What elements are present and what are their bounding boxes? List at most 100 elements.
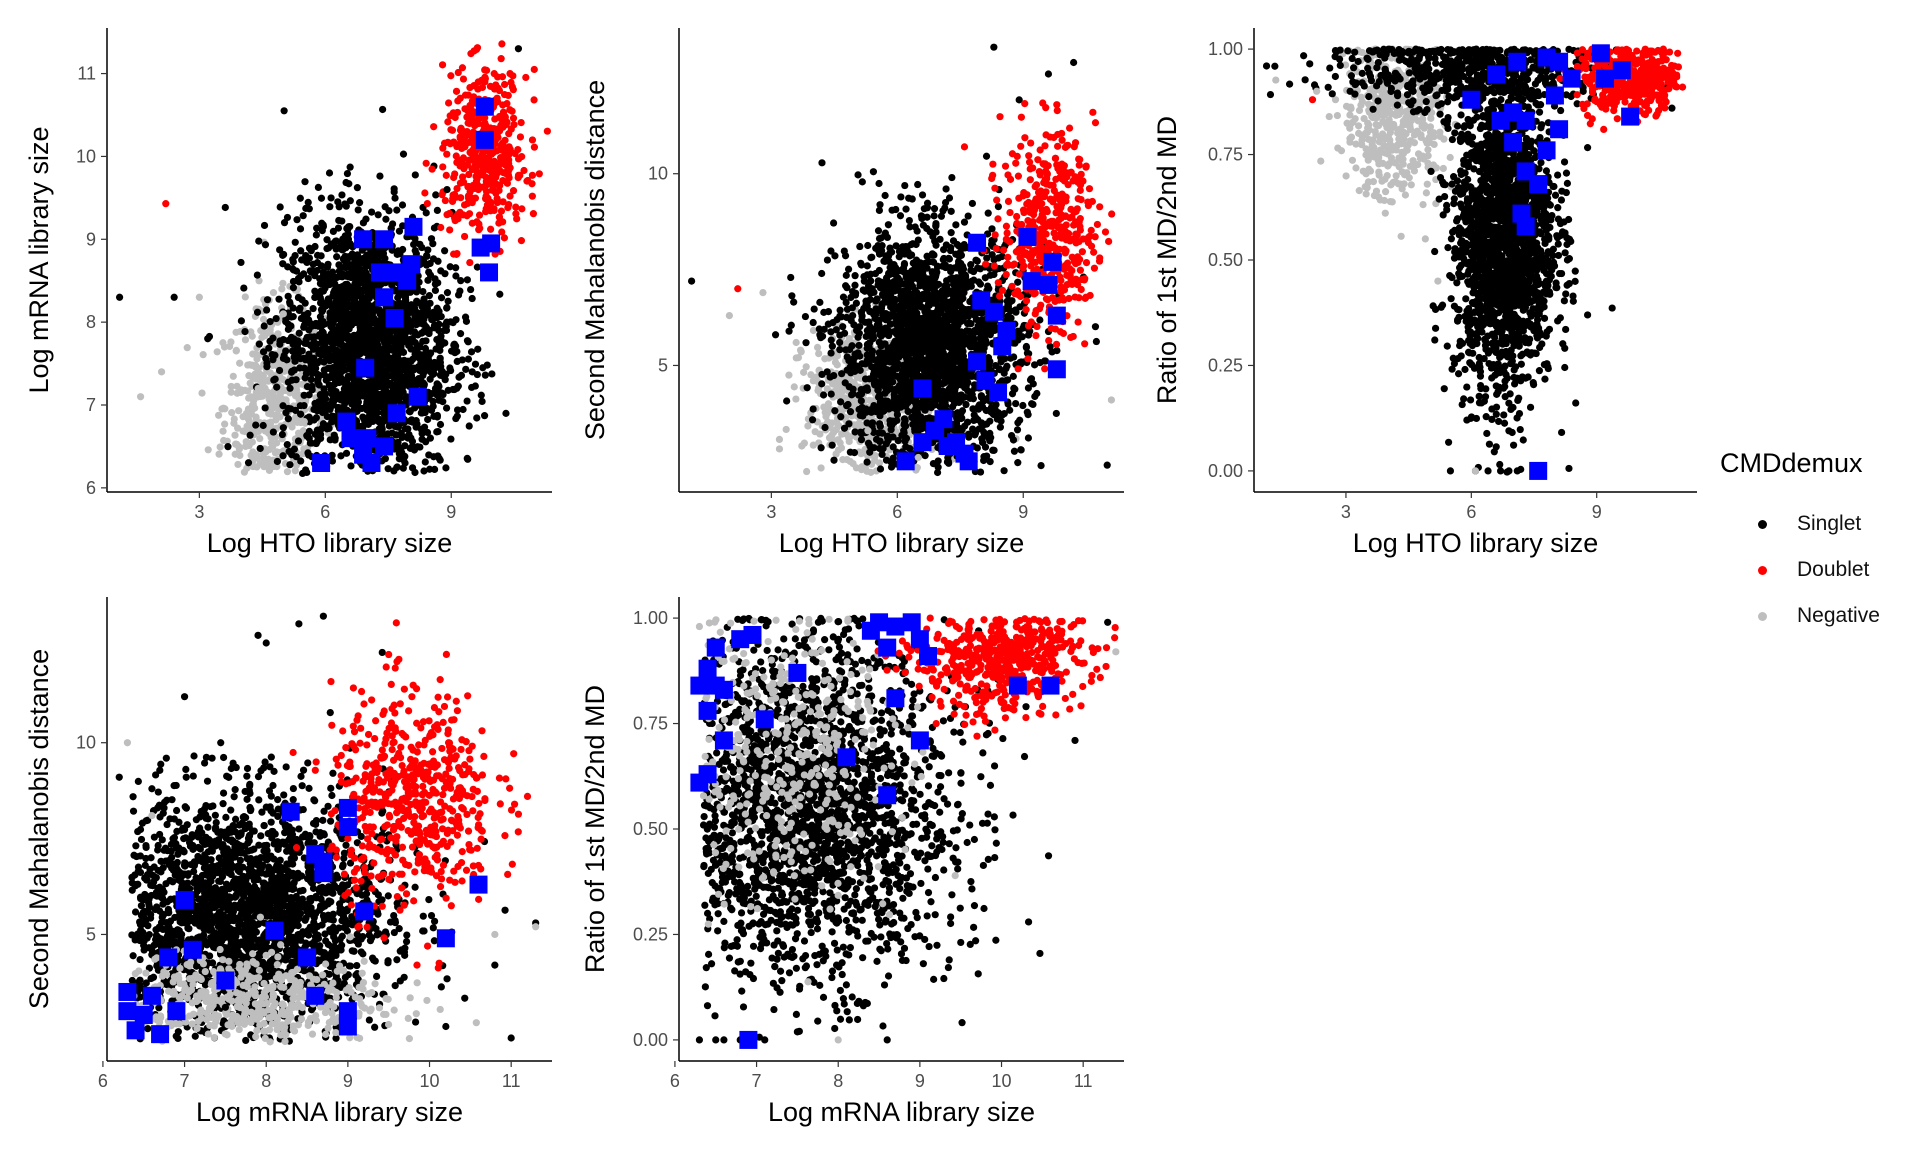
point-negative <box>803 467 811 476</box>
point-doublet <box>514 145 522 154</box>
point-singlet <box>333 297 341 305</box>
point-negative <box>215 411 223 419</box>
point-negative <box>227 382 235 391</box>
point-singlet <box>293 216 301 224</box>
point-singlet <box>453 357 461 366</box>
point-singlet <box>335 267 343 275</box>
point-negative <box>259 315 268 323</box>
point-doublet <box>439 163 447 171</box>
point-negative <box>245 394 253 402</box>
point-negative <box>195 293 203 301</box>
point-singlet <box>982 152 991 160</box>
point-negative <box>821 355 829 363</box>
point-singlet <box>317 252 325 260</box>
point-doublet <box>460 232 469 241</box>
point-singlet <box>514 45 523 53</box>
point-doublet <box>456 179 465 187</box>
point-doublet <box>465 170 473 179</box>
point-singlet <box>316 391 325 399</box>
point-singlet <box>310 416 318 424</box>
point-singlet <box>398 384 406 392</box>
point-singlet <box>1092 337 1100 346</box>
point-doublet <box>443 150 451 158</box>
point-singlet <box>432 191 440 199</box>
point-negative <box>227 388 235 396</box>
point-singlet <box>830 456 838 464</box>
point-doublet <box>506 164 514 172</box>
point-singlet <box>335 339 343 348</box>
point-singlet <box>425 356 433 364</box>
point-negative <box>254 428 263 436</box>
point-singlet <box>464 455 472 463</box>
x-tick-label: 9 <box>446 502 456 522</box>
point-singlet <box>393 206 401 214</box>
point-singlet <box>393 463 401 472</box>
point-singlet <box>437 267 445 275</box>
point-negative <box>247 451 255 459</box>
point-singlet <box>303 258 311 267</box>
point-singlet <box>402 395 410 403</box>
point-singlet <box>309 260 317 268</box>
point-doublet <box>510 121 518 129</box>
point-singlet <box>401 459 409 467</box>
point-singlet <box>872 244 880 252</box>
point-singlet <box>315 381 323 389</box>
point-negative <box>829 380 837 388</box>
point-doublet <box>469 128 477 136</box>
point-singlet <box>286 300 294 308</box>
point-singlet <box>406 444 414 452</box>
point-singlet <box>443 185 451 194</box>
point-singlet <box>433 335 441 344</box>
point-singlet <box>374 211 382 219</box>
point-negative <box>248 373 257 381</box>
point-negative <box>279 395 287 404</box>
point-singlet <box>392 431 400 439</box>
point-singlet <box>457 277 465 285</box>
point-negative <box>817 464 825 472</box>
point-negative <box>863 467 871 475</box>
point-negative <box>836 439 844 447</box>
point-singlet <box>320 320 329 328</box>
point-doublet <box>466 258 474 267</box>
point-singlet <box>339 305 348 313</box>
point-singlet <box>933 468 942 477</box>
point-singlet <box>358 246 366 254</box>
point-negative <box>796 346 805 354</box>
point-singlet <box>423 252 431 260</box>
point-singlet <box>246 431 254 439</box>
point-singlet <box>961 244 969 252</box>
point-negative <box>219 427 227 435</box>
point-singlet <box>302 251 310 260</box>
point-singlet <box>344 310 352 318</box>
point-singlet <box>404 381 412 389</box>
point-singlet <box>344 320 352 328</box>
point-singlet <box>496 290 504 298</box>
point-doublet <box>535 170 543 178</box>
point-singlet <box>294 437 303 445</box>
point-negative <box>804 422 812 430</box>
point-singlet <box>279 260 287 268</box>
point-singlet <box>361 342 369 350</box>
point-singlet <box>819 391 828 399</box>
point-singlet <box>443 289 452 297</box>
point-doublet <box>481 78 489 86</box>
point-doublet <box>448 139 456 147</box>
point-negative <box>183 344 191 352</box>
point-singlet <box>886 244 894 252</box>
point-singlet <box>393 378 402 386</box>
point-doublet <box>498 228 506 236</box>
point-singlet <box>425 292 433 300</box>
point-singlet <box>342 449 351 457</box>
point-singlet <box>942 185 950 193</box>
point-singlet <box>363 318 371 326</box>
point-negative <box>256 434 264 443</box>
point-singlet <box>407 322 415 331</box>
point-singlet <box>823 256 832 264</box>
point-negative <box>248 401 257 409</box>
point-singlet <box>402 328 410 336</box>
point-singlet <box>420 295 428 303</box>
point-singlet <box>864 271 872 279</box>
point-singlet <box>302 204 310 212</box>
point-singlet <box>478 397 486 406</box>
point-singlet <box>431 286 440 295</box>
